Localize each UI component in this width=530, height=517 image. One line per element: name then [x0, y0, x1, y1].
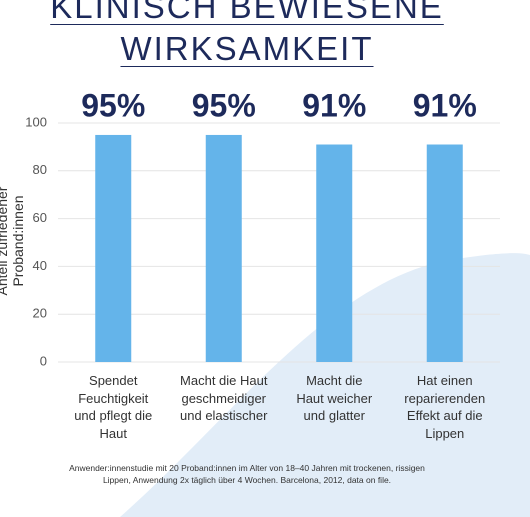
y-tick-label: 80 — [33, 162, 47, 177]
y-tick-label: 60 — [33, 210, 47, 225]
x-tick-label: Macht die Haut weicher und glatter — [296, 373, 373, 423]
value-label: 95% — [81, 87, 145, 123]
x-tick-label: Macht die Haut geschmeidiger und elastis… — [180, 373, 268, 423]
bar — [426, 144, 463, 362]
x-tick-label: Spendet Feuchtigkeit und pflegt die Haut — [74, 373, 153, 441]
y-tick-label: 40 — [33, 258, 47, 273]
bar — [205, 134, 242, 362]
x-tick-label: Hat einen reparierenden Effekt auf die L… — [404, 373, 486, 441]
y-tick-label: 100 — [25, 114, 47, 129]
footnote: Anwender:innenstudie mit 20 Proband:inne… — [69, 463, 425, 485]
value-label: 91% — [302, 87, 366, 123]
bar — [316, 144, 353, 362]
y-tick-label: 0 — [40, 353, 47, 368]
bar — [95, 134, 132, 362]
chart-title: KLINISCH BEWIESENE WIRKSAMKEIT — [50, 0, 444, 67]
y-tick-label: 20 — [33, 306, 47, 321]
value-label: 91% — [413, 87, 477, 123]
value-label: 95% — [192, 87, 256, 123]
y-axis-label: Anteil zufriedener Proband:innen — [0, 186, 26, 296]
